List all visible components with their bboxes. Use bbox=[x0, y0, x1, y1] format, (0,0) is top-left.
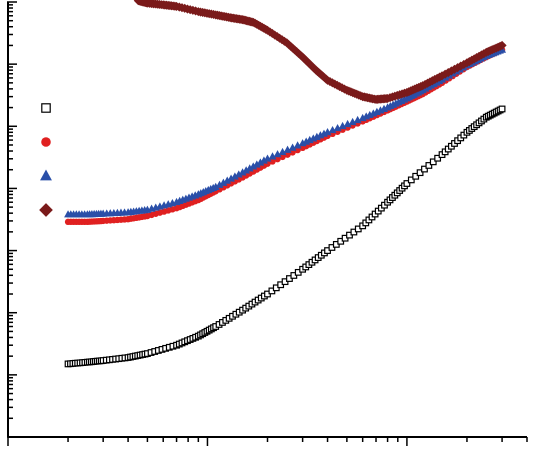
data-point bbox=[256, 158, 265, 166]
legend bbox=[39, 103, 53, 217]
series-layer bbox=[64, 0, 507, 368]
data-point bbox=[421, 165, 428, 173]
data-point bbox=[459, 59, 469, 70]
data-point bbox=[269, 158, 276, 165]
data-point bbox=[215, 180, 224, 188]
data-point bbox=[274, 155, 281, 163]
data-point bbox=[434, 154, 442, 162]
data-point bbox=[348, 117, 357, 126]
data-point bbox=[238, 168, 247, 176]
axes bbox=[7, 1, 528, 446]
data-point bbox=[230, 172, 239, 180]
data-point bbox=[343, 119, 352, 128]
series-filled-triangle bbox=[64, 45, 507, 218]
data-point bbox=[333, 123, 342, 132]
data-point bbox=[338, 121, 347, 130]
legend-symbol-filled-diamond bbox=[39, 203, 53, 217]
data-point bbox=[273, 150, 282, 158]
data-point bbox=[223, 176, 232, 184]
data-point bbox=[263, 154, 272, 162]
data-point bbox=[219, 178, 228, 186]
series-filled-diamond bbox=[133, 0, 507, 105]
data-point bbox=[416, 169, 424, 177]
data-point bbox=[249, 162, 258, 170]
legend-symbol-open-square bbox=[41, 103, 51, 113]
data-point bbox=[403, 180, 411, 187]
data-point bbox=[412, 172, 420, 180]
data-point bbox=[211, 182, 220, 190]
data-point bbox=[294, 146, 301, 154]
data-point bbox=[279, 153, 286, 161]
data-point bbox=[407, 176, 415, 184]
data-point bbox=[288, 143, 297, 151]
data-point bbox=[284, 151, 291, 158]
data-point bbox=[283, 145, 292, 153]
data-point bbox=[278, 147, 287, 156]
data-point bbox=[425, 162, 433, 169]
data-point bbox=[227, 174, 236, 182]
data-point bbox=[323, 127, 332, 136]
legend-symbol-filled-circle bbox=[41, 137, 51, 147]
data-point bbox=[328, 125, 337, 134]
data-point bbox=[429, 158, 437, 166]
data-point bbox=[498, 105, 506, 113]
series-open-square bbox=[64, 105, 506, 368]
data-point bbox=[245, 164, 254, 172]
data-point bbox=[437, 71, 447, 81]
data-point bbox=[242, 166, 251, 174]
data-point bbox=[234, 170, 243, 178]
data-point bbox=[293, 141, 302, 149]
data-point bbox=[252, 160, 261, 168]
data-point bbox=[259, 156, 268, 164]
data-point bbox=[497, 40, 507, 50]
data-point bbox=[289, 149, 296, 156]
data-point bbox=[440, 69, 450, 79]
legend-symbol-filled-triangle bbox=[40, 169, 52, 181]
data-point bbox=[268, 152, 277, 160]
data-point bbox=[353, 115, 362, 124]
